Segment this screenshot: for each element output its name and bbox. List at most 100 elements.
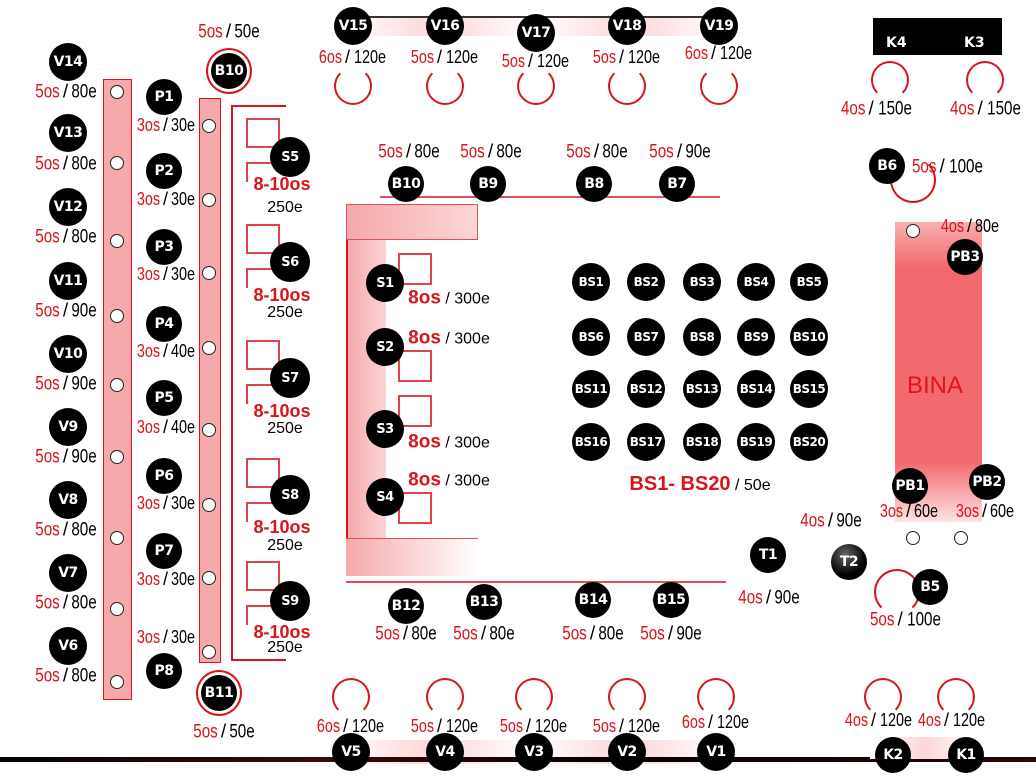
k-top-bar[interactable]: K4 K3 [873,18,1002,55]
seat-box [398,350,432,382]
table-b6[interactable]: B6 [869,148,905,184]
table-v5[interactable]: V5 [332,733,370,771]
table-bs19[interactable]: BS19 [737,423,775,461]
table-v18[interactable]: V18 [608,7,646,45]
table-s1[interactable]: S1 [366,264,404,302]
table-v14[interactable]: V14 [49,43,87,81]
table-bs11[interactable]: BS11 [572,370,610,408]
table-v16[interactable]: V16 [426,7,464,45]
table-b15[interactable]: B15 [653,582,689,618]
arc-decoration [966,61,1004,99]
table-s8[interactable]: S8 [270,475,310,515]
price-label: 3os/60e [879,501,939,521]
table-b8[interactable]: B8 [576,166,612,202]
table-bs6[interactable]: BS6 [572,318,610,356]
table-bs1[interactable]: BS1 [572,263,610,301]
table-p8[interactable]: P8 [146,653,182,689]
table-bs5[interactable]: BS5 [790,263,828,301]
table-v19[interactable]: V19 [700,7,738,45]
table-b10[interactable]: B10 [388,166,424,202]
price-label: 5os/80e [35,665,97,687]
table-b9[interactable]: B9 [470,166,506,202]
table-p5[interactable]: P5 [146,380,182,416]
table-bs12[interactable]: BS12 [627,370,665,408]
table-k4: K4 [886,35,907,51]
table-s5[interactable]: S5 [270,137,310,177]
table-bs10[interactable]: BS10 [790,318,828,356]
table-s6[interactable]: S6 [270,242,310,282]
table-k1[interactable]: K1 [948,737,984,773]
table-bs13[interactable]: BS13 [683,370,721,408]
price-label: 8os / 300e [408,327,490,349]
table-v7[interactable]: V7 [49,554,87,592]
table-t2[interactable]: T2 [831,544,867,580]
table-bs9[interactable]: BS9 [737,318,775,356]
table-v2[interactable]: V2 [608,733,646,771]
table-v8[interactable]: V8 [49,481,87,519]
table-s7[interactable]: S7 [270,358,310,398]
table-v17[interactable]: V17 [517,14,555,52]
price-label: 5os/120e [592,716,661,736]
table-b11[interactable]: B11 [201,675,237,711]
price-label: 250e [267,420,303,437]
table-b12[interactable]: B12 [388,588,424,624]
seat-box [246,605,276,625]
table-v12[interactable]: V12 [49,188,87,226]
table-p1[interactable]: P1 [146,79,182,115]
price-label: 5os/80e [35,81,97,103]
arc-decoration [608,678,646,716]
table-p2[interactable]: P2 [146,153,182,189]
table-bs20[interactable]: BS20 [790,423,828,461]
table-k3: K3 [964,35,985,51]
table-bs15[interactable]: BS15 [790,370,828,408]
table-v10[interactable]: V10 [49,335,87,373]
table-bs18[interactable]: BS18 [683,423,721,461]
price-label: 5os/80e [566,141,628,163]
table-v3[interactable]: V3 [515,733,553,771]
table-b10[interactable]: B10 [211,53,247,89]
table-s4[interactable]: S4 [366,478,404,516]
arc-decoration [426,678,464,716]
table-k2[interactable]: K2 [875,737,911,773]
table-t1[interactable]: T1 [750,537,786,573]
table-bs16[interactable]: BS16 [572,423,610,461]
table-bs14[interactable]: BS14 [737,370,775,408]
table-b14[interactable]: B14 [575,582,611,618]
table-bs3[interactable]: BS3 [683,263,721,301]
table-p7[interactable]: P7 [146,533,182,569]
table-s9[interactable]: S9 [270,581,310,621]
price-label: 5os/50e [198,21,260,43]
table-p3[interactable]: P3 [146,229,182,265]
table-bs7[interactable]: BS7 [627,318,665,356]
table-v6[interactable]: V6 [49,627,87,665]
table-v15[interactable]: V15 [334,7,372,45]
price-label: 8os / 300e [408,469,490,491]
table-v13[interactable]: V13 [49,114,87,152]
table-s2[interactable]: S2 [366,328,404,366]
table-bs2[interactable]: BS2 [627,263,665,301]
table-v9[interactable]: V9 [49,408,87,446]
table-s3[interactable]: S3 [366,410,404,448]
table-bs4[interactable]: BS4 [737,263,775,301]
seat-dot [110,602,124,616]
table-pb1[interactable]: PB1 [892,468,928,504]
price-label: 3os/30e [136,569,196,589]
price-label: 5os/80e [375,623,437,645]
table-p6[interactable]: P6 [146,458,182,494]
table-pb2[interactable]: PB2 [969,464,1005,500]
table-bs8[interactable]: BS8 [683,318,721,356]
table-v1[interactable]: V1 [697,733,735,771]
table-bs17[interactable]: BS17 [627,423,665,461]
price-label: 5os/90e [649,141,711,163]
price-label: 8-10os [253,174,311,194]
table-v4[interactable]: V4 [426,733,464,771]
arc-decoration [426,67,464,105]
table-b7[interactable]: B7 [659,166,695,202]
table-pb3[interactable]: PB3 [947,239,983,275]
price-label: 8-10os [253,622,311,642]
table-p4[interactable]: P4 [146,306,182,342]
bina-label: BINA [907,372,964,399]
table-b5[interactable]: B5 [912,569,948,605]
table-b13[interactable]: B13 [466,584,502,620]
table-v11[interactable]: V11 [49,262,87,300]
